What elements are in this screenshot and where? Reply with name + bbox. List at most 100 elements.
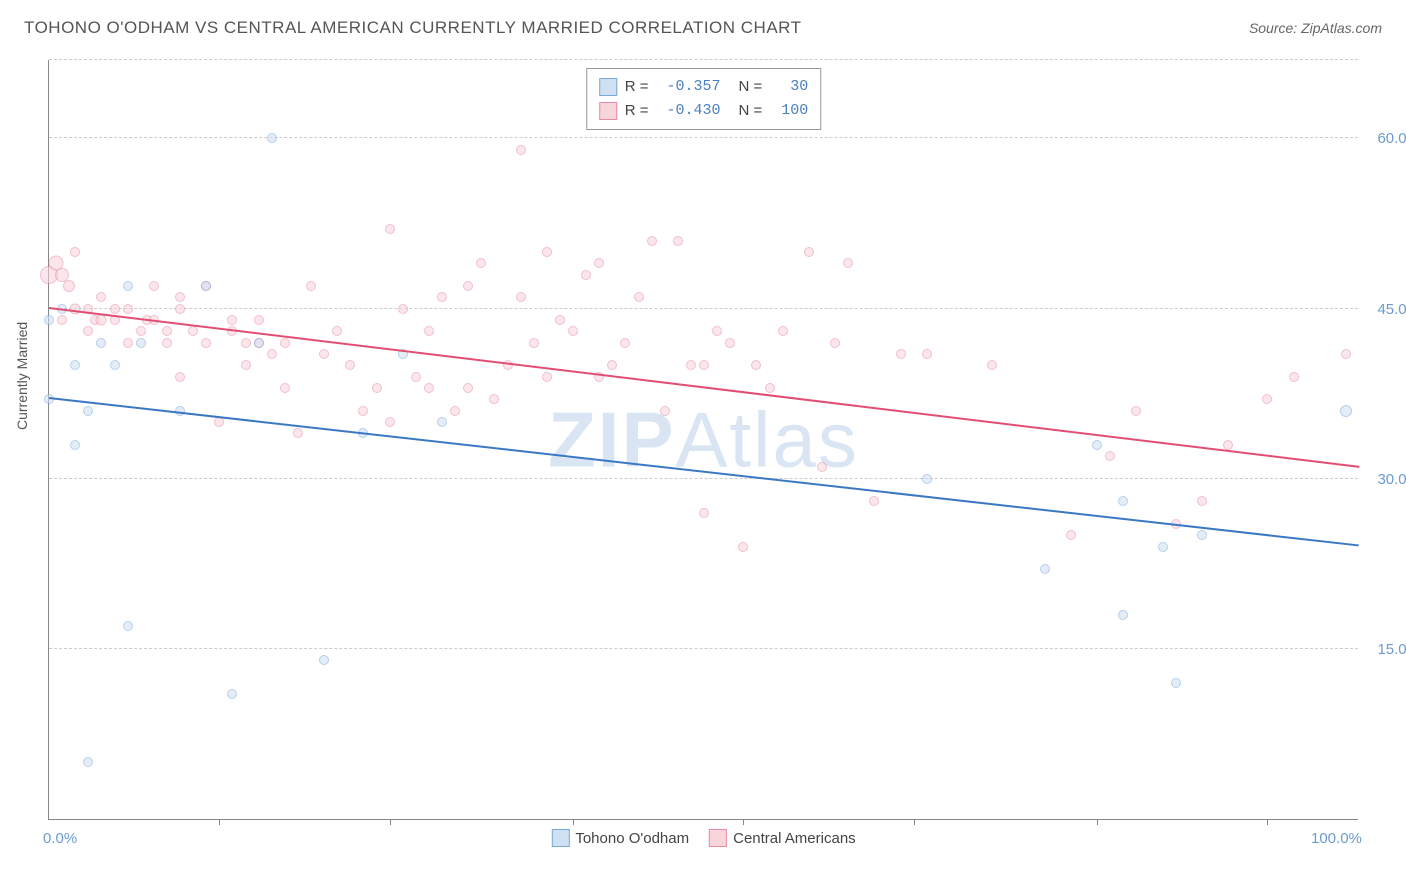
scatter-point bbox=[332, 326, 342, 336]
scatter-point bbox=[896, 349, 906, 359]
n-value: 100 bbox=[770, 99, 808, 123]
scatter-point bbox=[241, 338, 251, 348]
scatter-point bbox=[699, 360, 709, 370]
x-tick-mark bbox=[743, 819, 744, 825]
scatter-point bbox=[463, 281, 473, 291]
scatter-point bbox=[227, 315, 237, 325]
scatter-point bbox=[175, 372, 185, 382]
series-legend-item: Tohono O'odham bbox=[551, 829, 689, 847]
scatter-point bbox=[70, 440, 80, 450]
scatter-point bbox=[345, 360, 355, 370]
scatter-point bbox=[57, 315, 67, 325]
scatter-point bbox=[385, 417, 395, 427]
scatter-point bbox=[372, 383, 382, 393]
scatter-point bbox=[241, 360, 251, 370]
scatter-point bbox=[201, 338, 211, 348]
x-tick-mark bbox=[1267, 819, 1268, 825]
scatter-point bbox=[568, 326, 578, 336]
r-label: R = bbox=[625, 99, 649, 123]
scatter-point bbox=[424, 383, 434, 393]
scatter-point bbox=[1171, 678, 1181, 688]
scatter-point bbox=[922, 474, 932, 484]
y-tick-label: 60.0% bbox=[1364, 130, 1406, 147]
scatter-point bbox=[843, 258, 853, 268]
scatter-point bbox=[83, 326, 93, 336]
scatter-point bbox=[175, 292, 185, 302]
scatter-point bbox=[254, 315, 264, 325]
scatter-point bbox=[83, 757, 93, 767]
gridline bbox=[49, 308, 1358, 309]
trend-line bbox=[49, 397, 1359, 546]
scatter-point bbox=[293, 428, 303, 438]
series-legend-label: Central Americans bbox=[733, 830, 856, 847]
scatter-point bbox=[869, 496, 879, 506]
scatter-point bbox=[411, 372, 421, 382]
scatter-point bbox=[516, 145, 526, 155]
scatter-point bbox=[70, 247, 80, 257]
gridline bbox=[49, 59, 1358, 60]
scatter-point bbox=[162, 326, 172, 336]
trend-line bbox=[49, 307, 1359, 468]
scatter-point bbox=[358, 406, 368, 416]
scatter-point bbox=[149, 281, 159, 291]
scatter-point bbox=[1105, 451, 1115, 461]
scatter-point bbox=[516, 292, 526, 302]
series-legend-item: Central Americans bbox=[709, 829, 856, 847]
scatter-point bbox=[1118, 496, 1128, 506]
gridline bbox=[49, 137, 1358, 138]
stats-legend-row: R =-0.357N =30 bbox=[599, 75, 809, 99]
header: TOHONO O'ODHAM VS CENTRAL AMERICAN CURRE… bbox=[0, 0, 1406, 46]
r-label: R = bbox=[625, 75, 649, 99]
scatter-point bbox=[63, 280, 75, 292]
scatter-point bbox=[280, 383, 290, 393]
r-value: -0.430 bbox=[657, 99, 721, 123]
scatter-point bbox=[699, 508, 709, 518]
scatter-point bbox=[175, 304, 185, 314]
scatter-point bbox=[227, 689, 237, 699]
scatter-point bbox=[267, 349, 277, 359]
scatter-point bbox=[922, 349, 932, 359]
y-tick-label: 45.0% bbox=[1364, 301, 1406, 318]
n-value: 30 bbox=[770, 75, 808, 99]
scatter-point bbox=[110, 360, 120, 370]
scatter-point bbox=[1289, 372, 1299, 382]
y-tick-label: 15.0% bbox=[1364, 641, 1406, 658]
scatter-point bbox=[725, 338, 735, 348]
n-label: N = bbox=[739, 75, 763, 99]
scatter-point bbox=[542, 247, 552, 257]
scatter-point bbox=[1131, 406, 1141, 416]
scatter-point bbox=[437, 417, 447, 427]
y-tick-label: 30.0% bbox=[1364, 471, 1406, 488]
scatter-point bbox=[804, 247, 814, 257]
legend-swatch bbox=[709, 829, 727, 847]
scatter-point bbox=[123, 621, 133, 631]
scatter-point bbox=[1340, 405, 1352, 417]
stats-legend-row: R = -0.430 N = 100 bbox=[599, 99, 809, 123]
chart-plot-area: ZIPAtlas 15.0%30.0%45.0%60.0%0.0%100.0%R… bbox=[48, 60, 1358, 820]
gridline bbox=[49, 478, 1358, 479]
scatter-point bbox=[1223, 440, 1233, 450]
scatter-point bbox=[1158, 542, 1168, 552]
scatter-point bbox=[529, 338, 539, 348]
scatter-point bbox=[673, 236, 683, 246]
n-label: N = bbox=[739, 99, 763, 123]
scatter-point bbox=[424, 326, 434, 336]
scatter-point bbox=[686, 360, 696, 370]
scatter-point bbox=[110, 304, 120, 314]
scatter-point bbox=[542, 372, 552, 382]
scatter-point bbox=[96, 314, 107, 325]
scatter-point bbox=[817, 462, 827, 472]
scatter-point bbox=[385, 224, 395, 234]
scatter-point bbox=[123, 338, 133, 348]
scatter-point bbox=[1066, 530, 1076, 540]
scatter-point bbox=[96, 292, 106, 302]
scatter-point bbox=[463, 383, 473, 393]
x-tick-mark bbox=[390, 819, 391, 825]
scatter-point bbox=[1118, 610, 1128, 620]
scatter-point bbox=[123, 304, 133, 314]
scatter-point bbox=[1197, 530, 1207, 540]
x-tick-mark bbox=[219, 819, 220, 825]
scatter-point bbox=[398, 304, 408, 314]
y-axis-label: Currently Married bbox=[14, 322, 30, 430]
scatter-point bbox=[188, 326, 198, 336]
